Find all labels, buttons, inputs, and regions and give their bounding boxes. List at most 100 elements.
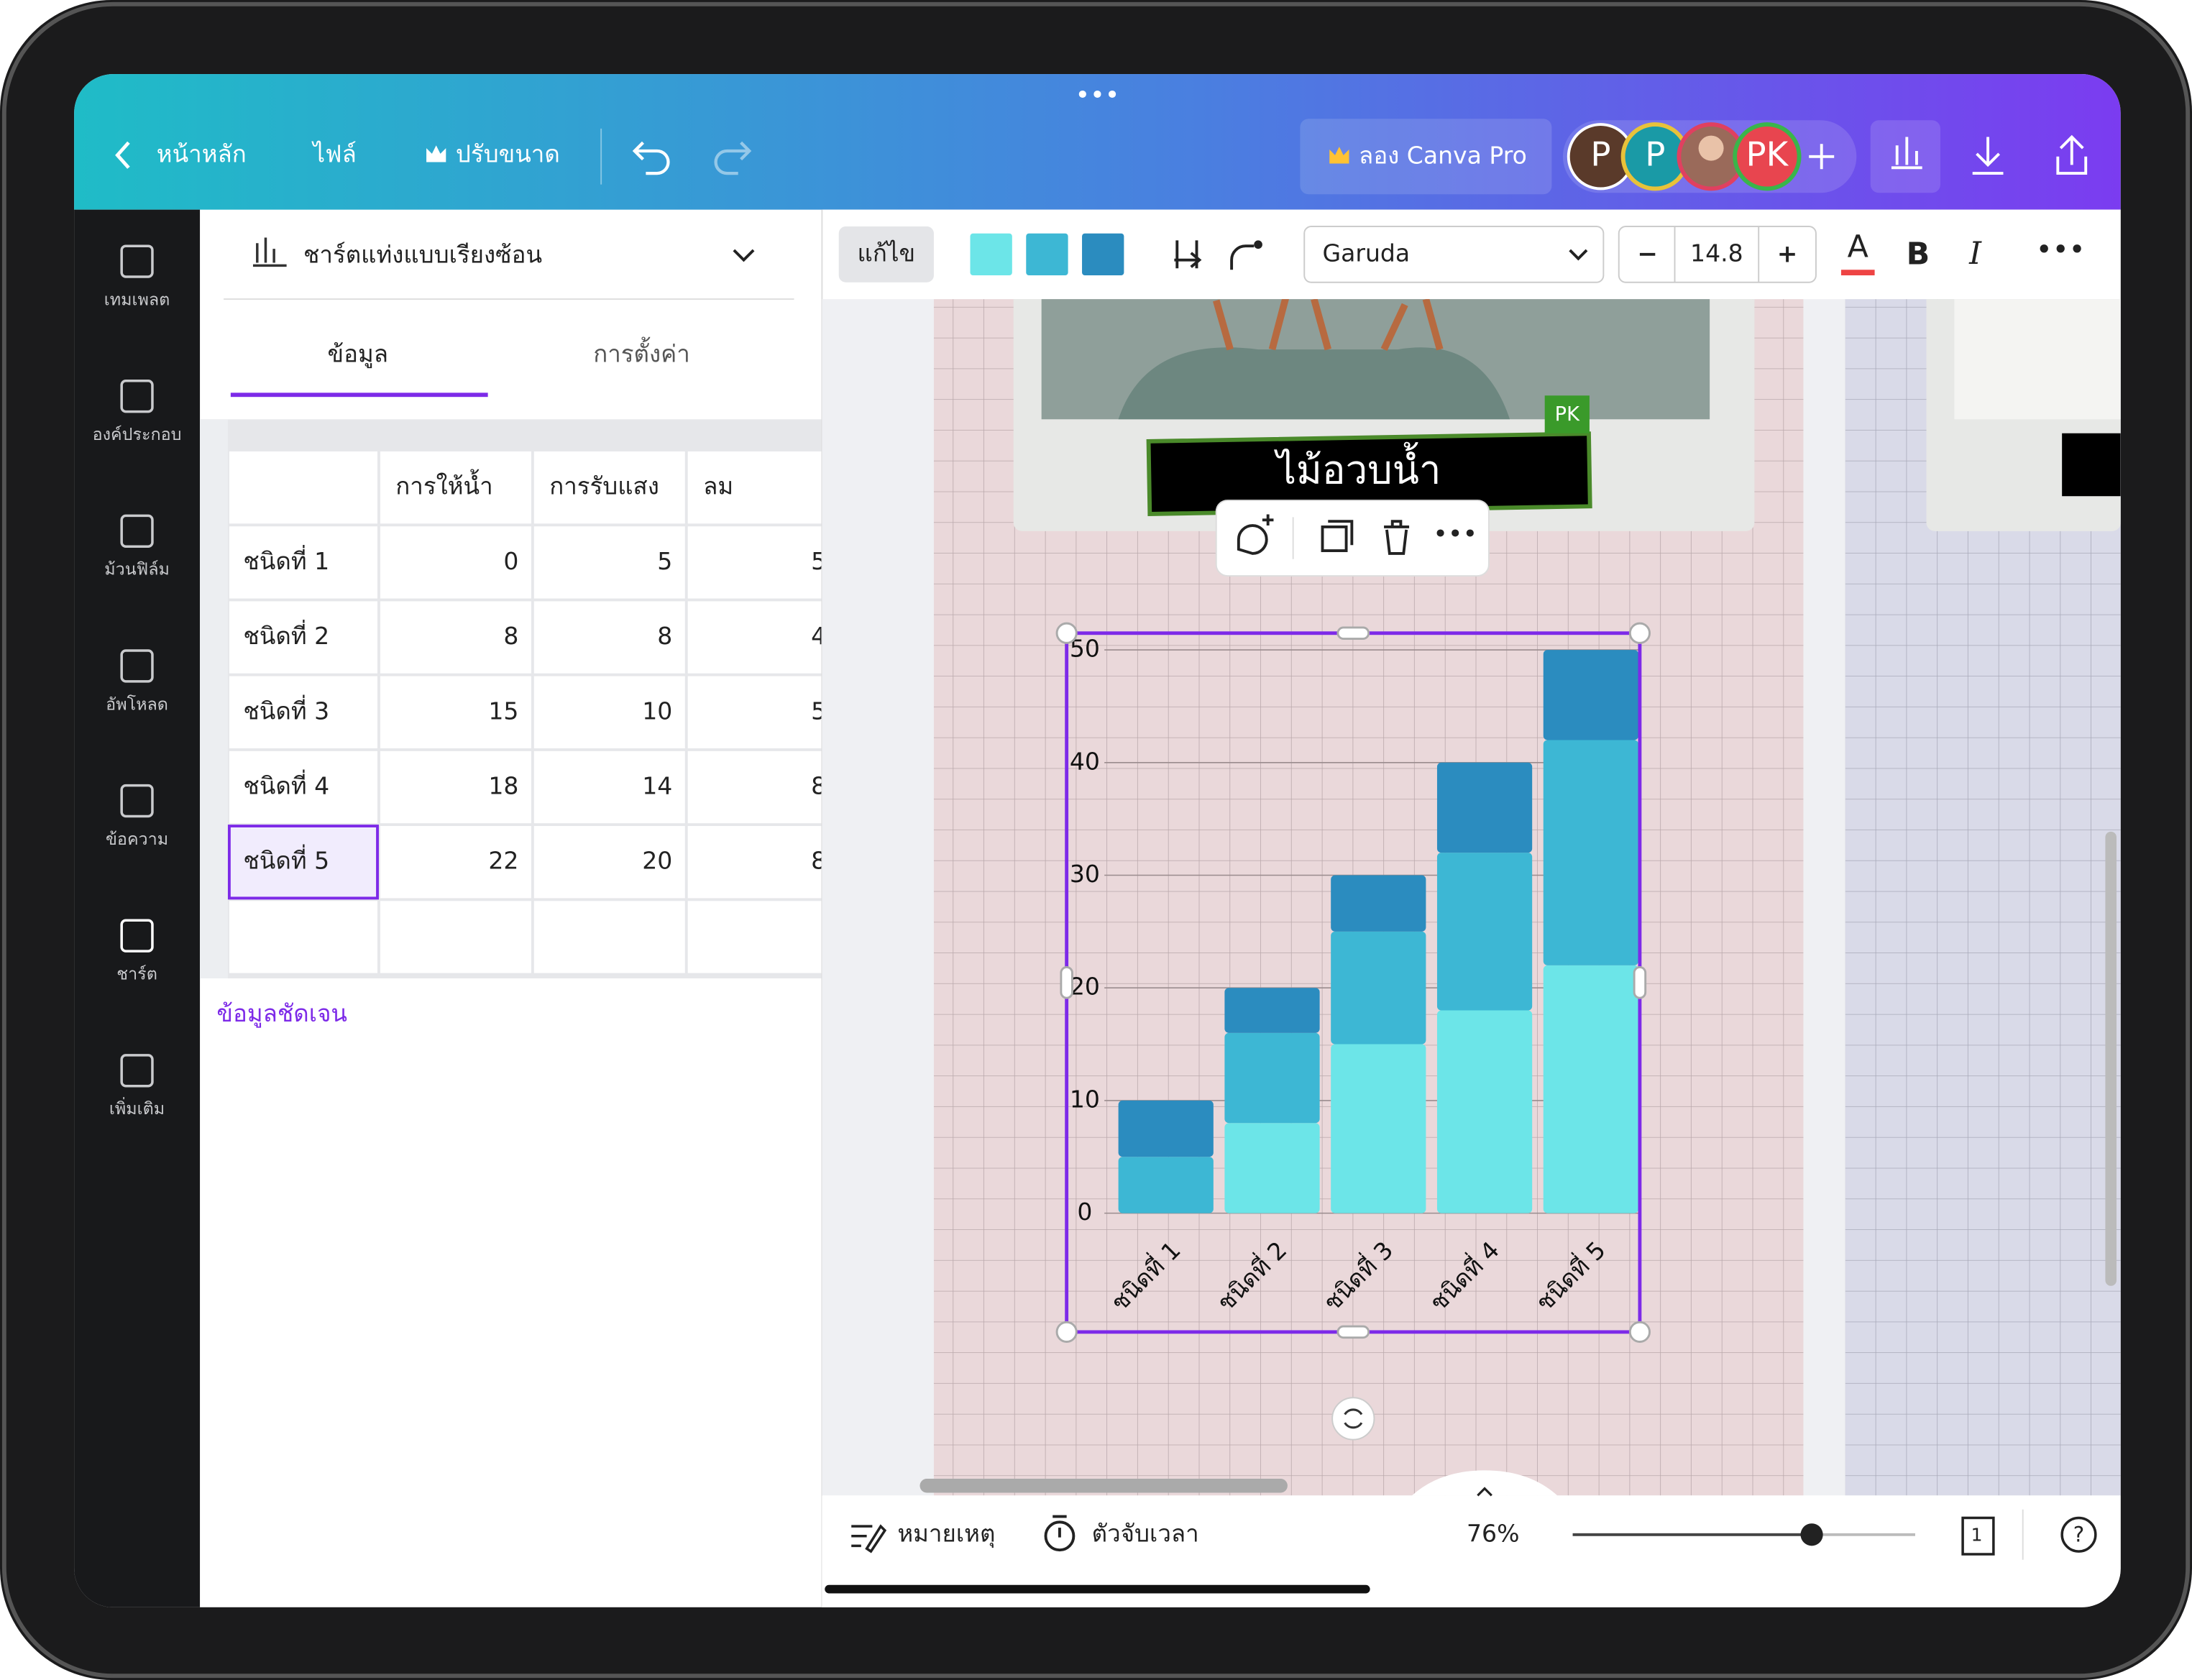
undo[interactable] <box>632 141 670 175</box>
help[interactable] <box>2060 1516 2097 1553</box>
page-number: 1 <box>1971 1525 1983 1546</box>
sidebar-icon[interactable] <box>120 244 154 278</box>
avatar-face <box>1698 135 1724 161</box>
pro-button[interactable]: ลอง Canva Pro <box>1359 141 1527 169</box>
user-tag: PK <box>1555 403 1580 426</box>
bar-segment <box>1543 650 1638 740</box>
text-color[interactable]: A <box>1848 229 1868 265</box>
spacing-icon[interactable] <box>1174 240 1202 269</box>
scrollbar[interactable] <box>920 1479 1288 1493</box>
dropdown[interactable] <box>733 249 755 262</box>
scrollbar[interactable] <box>2105 831 2117 1286</box>
chart-type[interactable]: ชาร์ตแท่งแบบเรียงซ้อน <box>303 240 542 268</box>
sidebar-label[interactable]: ม้วนฟิล์ม <box>104 559 170 579</box>
cell <box>533 901 685 973</box>
sidebar-label[interactable]: องค์ประกอบ <box>93 424 182 444</box>
timer[interactable]: ตัวจับเวลา <box>1092 1519 1199 1547</box>
sidebar-label[interactable]: เทมเพลต <box>104 290 170 310</box>
photo <box>1954 299 2121 420</box>
handle: ••• <box>1075 81 1119 110</box>
bold[interactable]: B <box>1907 236 1930 272</box>
app: ••• หน้าหลัก ไฟล์ ปรับขนาด ลอง Canva Pro… <box>74 74 2121 1607</box>
bar-segment <box>1224 988 1320 1033</box>
y-tick-label: 30 <box>1070 860 1100 888</box>
pages-icon[interactable] <box>1961 1516 1995 1556</box>
corner-icon[interactable] <box>1230 244 1255 270</box>
cell <box>533 451 685 524</box>
sidebar-label[interactable]: เพิ่มเติม <box>109 1097 165 1119</box>
sidebar-label[interactable]: ชาร์ต <box>116 964 157 984</box>
italic[interactable]: I <box>1968 236 1982 272</box>
clear-data[interactable]: ข้อมูลชัดเจน <box>216 999 347 1028</box>
color-swatches <box>970 233 1124 276</box>
avatar-text: P <box>1590 135 1610 174</box>
cell-value: 4 <box>811 622 826 650</box>
file[interactable]: ไฟล์ <box>311 139 357 167</box>
expand <box>1477 1487 1492 1497</box>
pro-button-bg[interactable] <box>1300 119 1552 195</box>
font-name[interactable]: Garuda <box>1323 239 1411 267</box>
add-user[interactable] <box>1809 144 1835 170</box>
color-swatch[interactable] <box>1026 233 1068 276</box>
cell-value: 22 <box>488 847 518 875</box>
resize[interactable]: ปรับขนาด <box>456 139 560 167</box>
bar-segment <box>1543 740 1638 965</box>
duplicate-icon[interactable] <box>1321 520 1354 552</box>
font-select[interactable] <box>1303 225 1605 283</box>
redo[interactable] <box>714 141 752 175</box>
crown <box>1329 147 1349 164</box>
sidebar-label[interactable]: ข้อความ <box>106 829 168 849</box>
edit-bg[interactable] <box>838 226 934 283</box>
sidebar-label[interactable]: อัพโหลด <box>106 694 168 714</box>
rotate-handle[interactable] <box>1331 1397 1375 1441</box>
font-size[interactable]: 14.8 <box>1690 239 1743 267</box>
zoom-thumb[interactable] <box>1800 1523 1823 1546</box>
stats-icon <box>1891 137 1922 170</box>
home[interactable]: หน้าหลัก <box>157 139 247 167</box>
avatar[interactable] <box>1733 122 1802 191</box>
download[interactable] <box>1972 137 2004 175</box>
delete-icon[interactable] <box>1384 520 1410 555</box>
page-tab[interactable] <box>1411 1470 1558 1496</box>
notes[interactable]: หมายเหตุ <box>897 1519 995 1548</box>
bar-segment <box>1331 1044 1426 1213</box>
sidebar-icon[interactable] <box>120 1054 154 1088</box>
cell <box>229 901 378 973</box>
timer-icon[interactable] <box>1044 1520 1076 1552</box>
comment-icon[interactable] <box>1237 514 1274 555</box>
tab-settings[interactable]: การตั้งค่า <box>593 336 690 367</box>
bar-segment <box>1436 1010 1533 1213</box>
sidebar-icon[interactable] <box>120 919 154 953</box>
sidebar-icon[interactable] <box>120 649 154 683</box>
size-plus[interactable] <box>1779 247 1795 262</box>
share[interactable] <box>2056 134 2088 175</box>
crown <box>426 145 446 162</box>
back-icon[interactable] <box>115 141 130 169</box>
canvas-title[interactable]: ไม้อวบน้ำ <box>1274 441 1441 492</box>
cell-value: 8 <box>811 772 826 800</box>
row-header: ชนิดที่ 3 <box>243 694 329 725</box>
tab-data[interactable]: ข้อมูล <box>328 339 388 368</box>
sidebar-icon[interactable] <box>120 514 154 548</box>
label-block <box>2062 433 2121 497</box>
column-header: การรับแสง <box>549 472 659 500</box>
row-header: ชนิดที่ 5 <box>243 845 329 875</box>
color-swatch[interactable] <box>970 233 1012 276</box>
cell <box>533 601 685 674</box>
notes-icon[interactable] <box>851 1524 887 1553</box>
home-indicator <box>825 1584 1370 1594</box>
bar-segment <box>1224 1032 1320 1124</box>
color-swatch[interactable] <box>1082 233 1124 276</box>
tab-underline <box>230 393 488 398</box>
sidebar-icon[interactable] <box>120 380 154 413</box>
bar-segment <box>1543 965 1638 1213</box>
more[interactable]: ••• <box>2036 234 2086 266</box>
edit-button[interactable]: แก้ไข <box>858 239 916 267</box>
handles[interactable] <box>1055 622 1651 1343</box>
avatar-text: P <box>1645 135 1665 174</box>
more[interactable]: ••• <box>1433 520 1477 549</box>
color-bar <box>1840 270 1875 276</box>
sidebar-icon[interactable] <box>120 784 154 818</box>
cell <box>687 526 822 599</box>
column-header: การให้น้ำ <box>395 469 492 500</box>
